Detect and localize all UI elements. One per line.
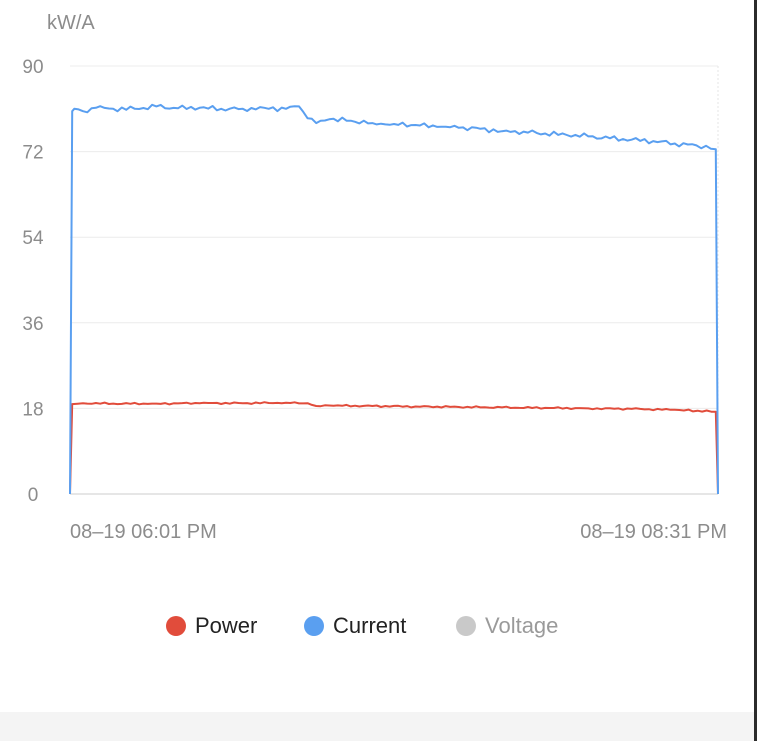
y-axis-ticks: 90 72 54 36 18 0: [22, 57, 44, 506]
legend-label-current: Current: [333, 613, 407, 638]
legend: Power Current Voltage: [0, 600, 754, 650]
y-tick-label: 54: [22, 228, 44, 249]
series-line-current: [69, 103, 719, 495]
legend-item-current[interactable]: Current: [304, 613, 406, 639]
legend-label-voltage: Voltage: [485, 613, 559, 638]
x-tick-label-end: 08–19 08:31 PM: [580, 521, 727, 543]
legend-item-power[interactable]: Power: [166, 613, 257, 639]
bottom-strip: [0, 712, 754, 741]
voltage-swatch-icon: [456, 616, 476, 636]
y-tick-label: 72: [22, 143, 43, 164]
y-tick-label: 90: [22, 57, 43, 78]
chart-panel: kW/A 90 72 54 36 18 0 08–19 06:01 PM 08–19 08…: [0, 12, 754, 650]
line-chart: kW/A 90 72 54 36 18 0 08–19 06:01 PM 08–19 08…: [22, 12, 727, 543]
current-swatch-icon: [304, 616, 324, 636]
panel-right-border: [754, 0, 757, 741]
series-line-power: [69, 401, 719, 495]
series-lines: [69, 103, 719, 495]
legend-label-power: Power: [195, 613, 258, 638]
gridlines: [70, 65, 719, 494]
legend-item-voltage[interactable]: Voltage: [456, 613, 558, 639]
y-tick-label: 18: [22, 399, 43, 420]
power-swatch-icon: [166, 616, 186, 636]
y-tick-label: 36: [22, 314, 43, 335]
y-tick-label: 0: [28, 485, 39, 506]
x-tick-label-start: 08–19 06:01 PM: [70, 521, 217, 543]
y-unit-label: kW/A: [47, 12, 95, 34]
